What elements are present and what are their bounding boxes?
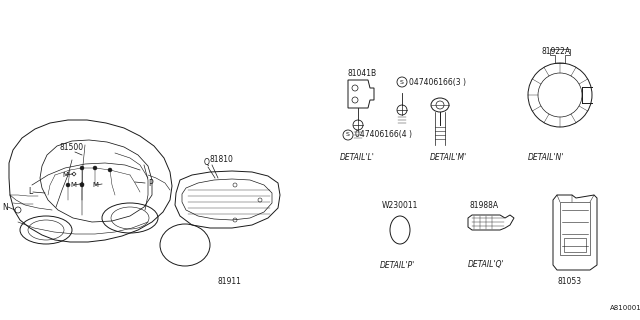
Text: 81922A: 81922A bbox=[542, 47, 571, 57]
Text: 81911: 81911 bbox=[218, 277, 242, 286]
Text: 81988A: 81988A bbox=[470, 201, 499, 210]
Text: W230011: W230011 bbox=[382, 201, 419, 210]
Text: L: L bbox=[28, 188, 32, 196]
Text: M: M bbox=[92, 182, 98, 188]
Text: 81810: 81810 bbox=[210, 156, 234, 164]
Circle shape bbox=[108, 168, 112, 172]
Text: M: M bbox=[70, 182, 76, 188]
Text: DETAIL'L': DETAIL'L' bbox=[340, 154, 375, 163]
Text: 047406166(3 ): 047406166(3 ) bbox=[409, 77, 466, 86]
Text: N: N bbox=[2, 203, 8, 212]
Text: DETAIL'P': DETAIL'P' bbox=[380, 260, 415, 269]
Text: DETAIL'Q': DETAIL'Q' bbox=[468, 260, 504, 269]
Circle shape bbox=[80, 166, 84, 170]
Text: S: S bbox=[346, 132, 350, 138]
Text: DETAIL'N': DETAIL'N' bbox=[528, 154, 564, 163]
Text: S: S bbox=[400, 79, 404, 84]
Text: 81500: 81500 bbox=[60, 143, 84, 153]
Text: 81053: 81053 bbox=[558, 277, 582, 286]
Text: A810001057: A810001057 bbox=[610, 305, 640, 311]
Circle shape bbox=[93, 166, 97, 170]
Circle shape bbox=[80, 183, 84, 187]
Text: M: M bbox=[62, 172, 68, 178]
Text: 81041B: 81041B bbox=[348, 68, 377, 77]
Circle shape bbox=[66, 183, 70, 187]
Text: 047406166(4 ): 047406166(4 ) bbox=[355, 131, 412, 140]
Text: DETAIL'M': DETAIL'M' bbox=[430, 154, 467, 163]
Text: Q: Q bbox=[204, 157, 210, 166]
Text: P: P bbox=[148, 179, 152, 188]
